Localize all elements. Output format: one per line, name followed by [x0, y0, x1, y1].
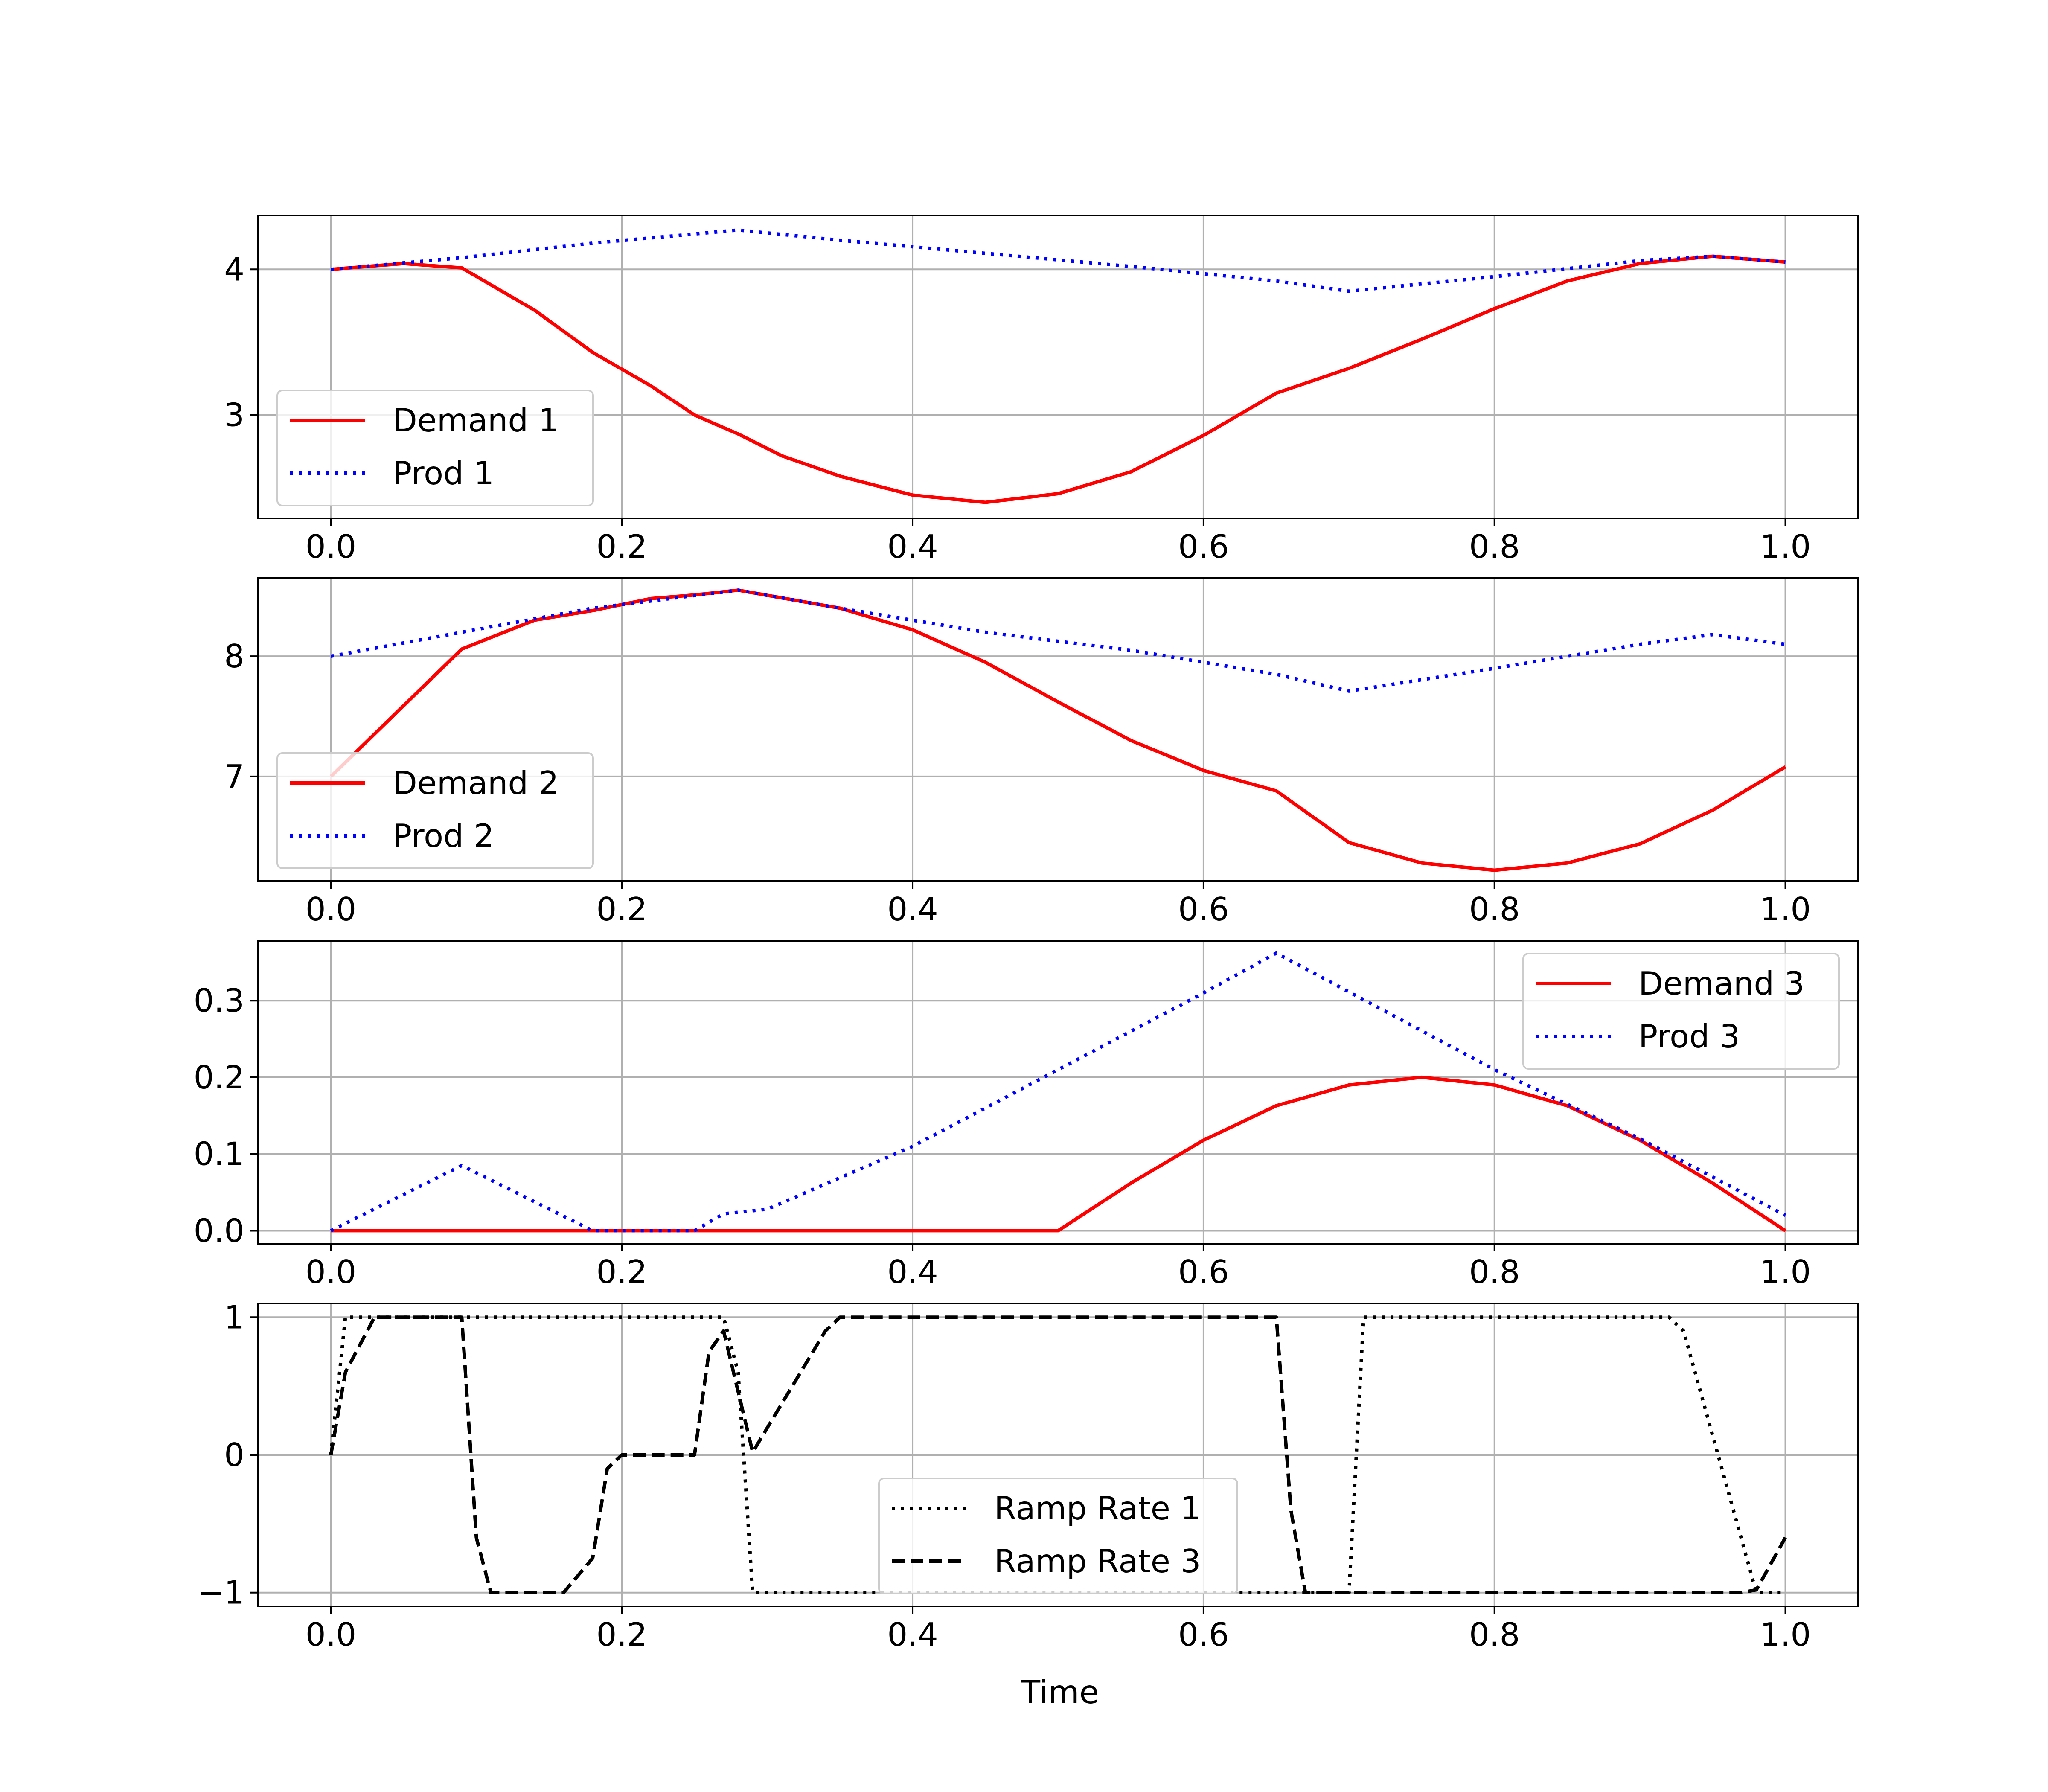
- x-tick-label: 0.8: [1469, 528, 1520, 565]
- x-tick-label: 0.8: [1469, 1253, 1520, 1291]
- legend: Demand 2 Prod 2: [276, 752, 594, 869]
- legend-label: Demand 1: [393, 401, 559, 439]
- y-tick-label: 8: [224, 637, 244, 675]
- y-tick-label: 0.3: [194, 982, 244, 1019]
- subplot-2: 0.0 0.2 0.4 0.6 0.8 1.0 7 8 Demand 2 Prod 2: [224, 577, 1859, 928]
- legend-label: Demand 3: [1638, 965, 1805, 1002]
- series-line-ramp-rate-3: [329, 1315, 1787, 1594]
- legend: Demand 1 Prod 1: [276, 390, 594, 506]
- y-tick-label: 0.0: [194, 1212, 244, 1249]
- x-tick-label: 0.6: [1178, 890, 1229, 928]
- x-tick-label: 0.4: [887, 890, 938, 928]
- legend-box: [878, 1478, 1238, 1594]
- x-tick-label: 0.2: [596, 1253, 647, 1291]
- legend-label: Ramp Rate 3: [994, 1542, 1201, 1580]
- x-tick-label: 1.0: [1760, 528, 1811, 565]
- y-tick-label: 3: [224, 396, 244, 434]
- x-tick-label: 0.8: [1469, 890, 1520, 928]
- y-tick-label: 1: [224, 1298, 244, 1336]
- legend-label: Prod 3: [1638, 1018, 1740, 1055]
- x-tick-label: 0.6: [1178, 1253, 1229, 1291]
- x-tick-label: 0.0: [305, 1616, 356, 1653]
- axes-frame: [257, 940, 1859, 1245]
- legend: Demand 3 Prod 3: [1522, 953, 1840, 1070]
- y-tick-label: 7: [224, 758, 244, 795]
- y-tick-label: 0: [224, 1436, 244, 1474]
- axes-frame: [257, 577, 1859, 882]
- legend-label: Prod 2: [393, 817, 494, 855]
- x-tick-label: 1.0: [1760, 1253, 1811, 1291]
- x-tick-label: 0.0: [305, 1253, 356, 1291]
- axes-frame: [257, 215, 1859, 519]
- legend: Ramp Rate 1 Ramp Rate 3: [878, 1478, 1238, 1594]
- y-tick-label: 0.1: [194, 1135, 244, 1173]
- x-tick-label: 0.2: [596, 528, 647, 565]
- subplots: 0.0 0.2 0.4 0.6 0.8 1.0 3 4 Demand 1 Prod 1 0.0 0.2…: [194, 215, 1859, 1653]
- x-tick-label: 0.4: [887, 528, 938, 565]
- x-tick-label: 0.2: [596, 890, 647, 928]
- x-tick-label: 0.8: [1469, 1616, 1520, 1653]
- x-tick-label: 0.4: [887, 1253, 938, 1291]
- x-tick-label: 0.6: [1178, 528, 1229, 565]
- series-line-prod-2: [330, 588, 1786, 693]
- x-tick-label: 0.2: [596, 1616, 647, 1653]
- x-tick-label: 1.0: [1760, 890, 1811, 928]
- subplot-1: 0.0 0.2 0.4 0.6 0.8 1.0 3 4 Demand 1 Prod 1: [224, 215, 1859, 565]
- series-line-demand-2: [329, 588, 1786, 872]
- series-line-demand-3: [331, 1075, 1786, 1233]
- x-tick-label: 0.0: [305, 890, 356, 928]
- x-tick-label: 0.0: [305, 528, 356, 565]
- y-tick-label: −1: [197, 1574, 244, 1612]
- x-axis-label: Time: [1020, 1673, 1099, 1711]
- subplot-3: 0.0 0.2 0.4 0.6 0.8 1.0 0.0 0.1 0.2 0.3 Demand 3 Pr…: [194, 940, 1859, 1291]
- legend-label: Ramp Rate 1: [994, 1489, 1201, 1527]
- series-line-demand-1: [331, 254, 1786, 504]
- y-tick-label: 4: [224, 250, 244, 288]
- x-tick-label: 0.6: [1178, 1616, 1229, 1653]
- x-tick-label: 1.0: [1760, 1616, 1811, 1653]
- legend-label: Prod 1: [393, 454, 494, 492]
- legend-label: Demand 2: [393, 764, 559, 802]
- y-tick-label: 0.2: [194, 1059, 244, 1096]
- x-tick-label: 0.4: [887, 1616, 938, 1653]
